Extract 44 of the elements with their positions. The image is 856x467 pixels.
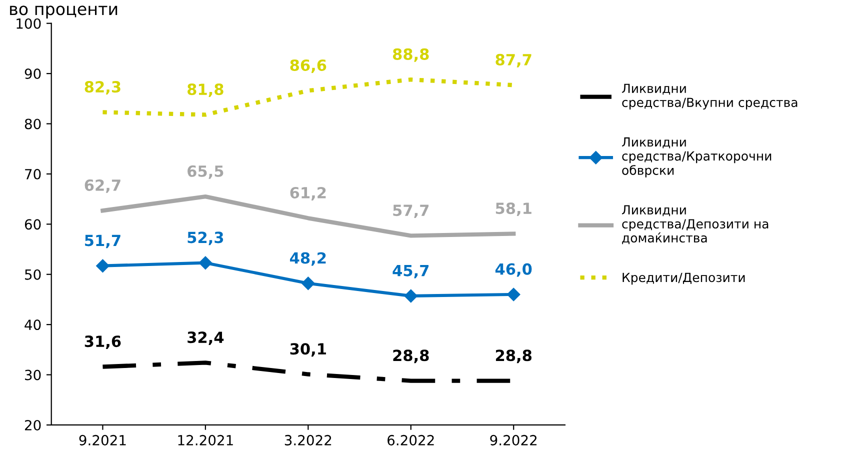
x-tick-label: 3.2022 <box>284 434 332 446</box>
data-label: 30,1 <box>290 343 326 357</box>
x-tick-label: 6.2022 <box>388 434 434 446</box>
data-label: 65,5 <box>188 165 224 179</box>
x-tick-label: 9.2022 <box>490 434 537 446</box>
data-label: 31,6 <box>84 336 121 350</box>
point <box>302 276 315 290</box>
y-tick-label: 60 <box>24 219 41 230</box>
legend-label: Ликвидни средства/Вкупни средства <box>622 84 798 110</box>
data-label: 62,7 <box>84 179 120 193</box>
data-label: 46,0 <box>495 263 532 277</box>
data-label: 58,1 <box>496 202 532 216</box>
data-label: 48,2 <box>290 252 326 266</box>
data-label: 87,7 <box>496 54 532 68</box>
data-label: 88,8 <box>392 48 429 62</box>
y-tick-label: 50 <box>25 269 41 280</box>
point <box>507 288 520 302</box>
chart-title: во проценти <box>10 6 118 18</box>
point <box>404 289 418 303</box>
data-label: 51,7 <box>85 234 120 248</box>
data-label: 28,8 <box>393 350 429 364</box>
data-label: 82,3 <box>84 81 120 95</box>
legend-label: Кредити/Депозити <box>622 272 745 285</box>
y-tick-label: 90 <box>24 68 41 80</box>
data-label: 61,2 <box>290 186 326 200</box>
x-tick-label: 12.2021 <box>178 434 233 446</box>
data-label: 86,6 <box>290 59 326 73</box>
y-tick-label: 30 <box>25 370 41 380</box>
legend-label: Ликвидни средства/Депозити на домаќинства <box>622 205 768 244</box>
data-label: 45,7 <box>392 264 429 278</box>
data-label: 52,3 <box>188 232 224 246</box>
data-label: 28,8 <box>496 350 532 364</box>
y-tick-label: 80 <box>24 118 41 130</box>
y-tick-label: 40 <box>24 320 41 330</box>
data-label: 57,7 <box>393 204 429 218</box>
y-tick-label: 100 <box>16 18 41 29</box>
data-label: 32,4 <box>188 332 224 346</box>
y-tick-label: 20 <box>24 420 41 430</box>
legend-label: Ликвидни средства/Краткорочни обврски <box>622 137 772 178</box>
point <box>198 256 212 270</box>
x-tick-label: 9.2021 <box>79 434 126 446</box>
y-tick-label: 70 <box>25 168 41 180</box>
data-label: 81,8 <box>188 84 224 98</box>
point <box>96 259 110 272</box>
